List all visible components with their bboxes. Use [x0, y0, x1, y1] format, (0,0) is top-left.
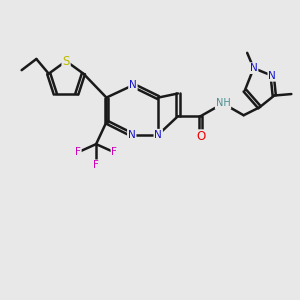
Text: S: S [62, 55, 70, 68]
Text: N: N [250, 63, 257, 73]
Text: N: N [268, 71, 276, 81]
Text: N: N [128, 130, 136, 140]
Text: F: F [111, 147, 117, 158]
Text: F: F [93, 160, 99, 170]
Text: NH: NH [216, 98, 230, 109]
Text: F: F [75, 147, 81, 158]
Text: N: N [129, 80, 137, 90]
Text: N: N [154, 130, 162, 140]
Text: O: O [196, 130, 205, 143]
